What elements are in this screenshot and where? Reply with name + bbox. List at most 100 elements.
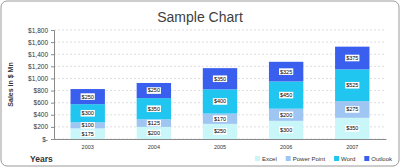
bar-segment	[203, 114, 237, 124]
bar-segment	[335, 118, 369, 139]
y-tick: $1,000	[28, 75, 54, 82]
legend-item: Excel	[255, 156, 277, 162]
x-tick: 2005	[214, 144, 226, 150]
grid-line	[54, 42, 386, 43]
y-tick-label: $1,000	[28, 75, 48, 82]
bar-segment	[137, 119, 171, 127]
data-label-bg	[213, 128, 227, 135]
bar-segment	[137, 98, 171, 119]
chart-frame	[1, 1, 399, 166]
grid	[54, 30, 386, 139]
data-label: $275	[346, 106, 358, 112]
title: Sample Chart	[157, 9, 243, 25]
data-label-bg	[81, 93, 95, 100]
y-tick-label: $1,600	[28, 39, 48, 46]
y-tick: $1,800	[28, 27, 54, 34]
y-tick-mark	[51, 103, 54, 104]
data-label: $250	[148, 87, 160, 93]
bar-segment	[335, 101, 369, 118]
legend-label: Excel	[262, 156, 277, 162]
data-label: $350	[148, 106, 160, 112]
data-label-bg	[81, 130, 95, 137]
legend-label: Power Point	[293, 156, 326, 162]
y-axis-title: Sales in $ Mn	[7, 62, 15, 106]
data-label-bg	[279, 111, 293, 118]
y-tick-mark	[51, 54, 54, 55]
data-label: $350	[214, 76, 226, 82]
y-tick: $200	[34, 123, 54, 130]
y-tick: $400	[34, 111, 54, 118]
data-label-bg	[213, 98, 227, 105]
bar-segment	[71, 89, 105, 104]
y-tick: $1,200	[28, 63, 54, 70]
data-label-bg	[345, 106, 359, 113]
x-axis: 20032004200520062007	[55, 140, 387, 150]
y-tick: $800	[34, 87, 54, 94]
y-tick-label: $1,200	[28, 63, 48, 70]
legend-swatch	[286, 156, 291, 161]
y-tick-label: $800	[34, 87, 49, 94]
y-tick: $1,400	[28, 51, 54, 58]
data-label: $175	[82, 131, 94, 137]
legend-label: Outlook	[371, 156, 393, 162]
x-axis-title: Years	[30, 154, 53, 164]
y-tick-label: $200	[34, 123, 49, 130]
legend-label: Word	[341, 156, 355, 162]
data-label-bg	[279, 92, 293, 99]
data-label: $300	[280, 127, 292, 133]
bar-segment	[71, 122, 105, 128]
data-label: $300	[82, 110, 94, 116]
legend-swatch	[364, 156, 369, 161]
data-label: $170	[214, 116, 226, 122]
data-label: $125	[148, 120, 160, 126]
grid-line	[54, 30, 386, 31]
y-tick-mark	[51, 66, 54, 67]
bar-segment	[203, 68, 237, 89]
data-label: $400	[214, 98, 226, 104]
data-label-bg	[147, 105, 161, 112]
y-axis-line	[51, 31, 55, 140]
data-label-bg	[345, 55, 359, 62]
legend-item: Power Point	[286, 156, 326, 162]
bar-segment	[269, 121, 303, 139]
y-tick-label: $400	[34, 111, 49, 118]
data-labels: $175$200$250$300$350$100$125$170$200$275…	[81, 55, 360, 137]
data-label-bg	[81, 110, 95, 117]
bar-segment	[137, 83, 171, 98]
series-bars	[71, 47, 370, 105]
x-tick-label: 2003	[82, 144, 94, 150]
data-label: $200	[148, 130, 160, 136]
plot: $-$200$400$600$800$1,000$1,200$1,400$1,6…	[28, 27, 386, 150]
x-tick: 2003	[82, 144, 94, 150]
y-tick: $-	[42, 136, 54, 143]
y-tick-mark	[51, 42, 54, 43]
legend-swatch	[334, 156, 339, 161]
data-label-bg	[81, 122, 95, 129]
x-axis-line	[55, 139, 387, 140]
bar-segment	[71, 104, 105, 122]
data-label: $350	[346, 125, 358, 131]
x-tick-label: 2007	[346, 144, 358, 150]
y-tick-mark	[51, 30, 54, 31]
data-label-bg	[345, 82, 359, 89]
x-tick: 2007	[346, 144, 358, 150]
legend-swatch	[255, 156, 260, 161]
x-tick: 2006	[280, 144, 292, 150]
y-tick-mark	[51, 78, 54, 79]
y-tick-mark	[51, 115, 54, 116]
data-label-bg	[213, 75, 227, 82]
chart: Sample Chart$-$200$400$600$800$1,000$1,2…	[0, 0, 400, 167]
data-label-bg	[147, 130, 161, 137]
legend: Excel Power Point Word Outlook	[255, 156, 393, 162]
bar-segment	[269, 81, 303, 108]
data-label: $200	[280, 112, 292, 118]
legend-item: Outlook	[364, 156, 393, 162]
data-label: $450	[280, 92, 292, 98]
data-label: $250	[82, 94, 94, 100]
y-tick-label: $-	[42, 136, 48, 143]
data-label: $375	[346, 55, 358, 61]
bar-segment	[71, 128, 105, 139]
y-tick-label: $1,400	[28, 51, 48, 58]
data-label: $250	[214, 128, 226, 134]
data-label-bg	[279, 68, 293, 75]
